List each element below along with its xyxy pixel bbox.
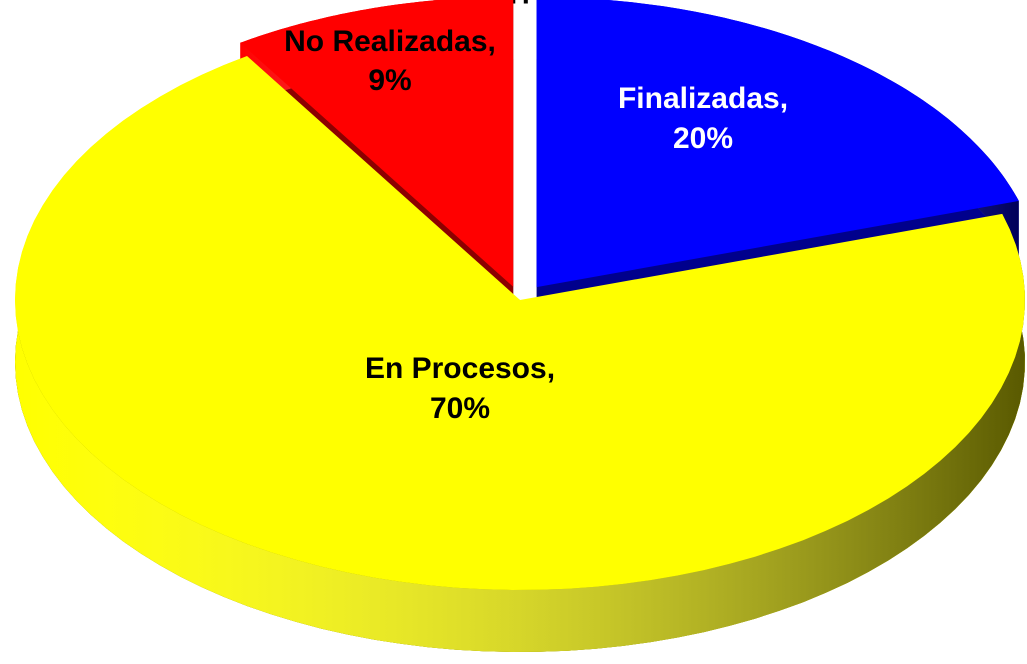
slice-label: Finalizadas, <box>618 82 788 115</box>
slice <box>536 0 1019 288</box>
value-label: 20% <box>673 122 733 155</box>
slice-label: No Realizadas, <box>284 25 496 58</box>
slice <box>240 0 514 287</box>
slice-label: En Procesos, <box>365 352 555 385</box>
value-label: 9% <box>368 64 411 97</box>
value-label: 70% <box>430 392 490 425</box>
slice <box>15 56 1025 590</box>
